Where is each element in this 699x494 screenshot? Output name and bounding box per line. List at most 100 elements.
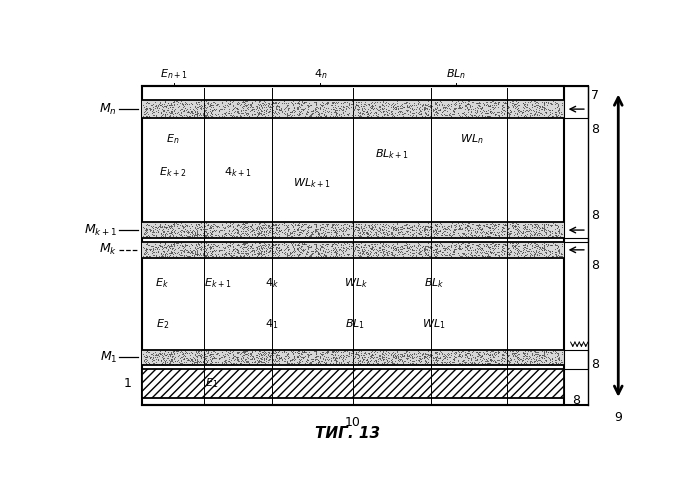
Point [435, 231, 446, 239]
Point [379, 99, 390, 107]
Point [527, 227, 538, 235]
Point [206, 247, 217, 255]
Point [454, 99, 465, 107]
Point [209, 106, 220, 114]
Point [259, 354, 270, 362]
Point [424, 233, 435, 241]
Point [478, 221, 489, 229]
Point [367, 243, 378, 251]
Point [350, 98, 361, 106]
Point [431, 249, 442, 257]
Point [210, 101, 222, 109]
Point [232, 228, 243, 236]
Point [263, 243, 274, 251]
Point [315, 101, 326, 109]
Point [509, 104, 520, 112]
Point [257, 250, 268, 258]
Point [255, 101, 266, 109]
Point [430, 107, 441, 115]
Point [403, 360, 414, 368]
Point [252, 251, 263, 259]
Point [322, 242, 333, 250]
Point [164, 232, 175, 240]
Point [445, 349, 456, 357]
Point [528, 347, 540, 355]
Point [269, 359, 280, 367]
Point [308, 109, 319, 117]
Point [305, 243, 317, 250]
Point [473, 348, 484, 356]
Point [419, 103, 431, 111]
Point [537, 351, 548, 359]
Point [335, 245, 346, 253]
Point [313, 229, 324, 237]
Point [240, 243, 252, 251]
Point [348, 354, 359, 362]
Point [524, 250, 535, 258]
Point [336, 348, 347, 356]
Point [157, 243, 168, 251]
Point [263, 101, 274, 109]
Point [506, 243, 517, 250]
Point [297, 221, 308, 229]
Point [348, 226, 359, 234]
Point [474, 102, 485, 110]
Point [294, 241, 305, 249]
Point [179, 100, 190, 108]
Point [462, 350, 473, 358]
Point [387, 223, 398, 231]
Point [216, 359, 227, 367]
Point [291, 353, 303, 361]
Point [284, 250, 296, 258]
Point [215, 246, 226, 254]
Point [438, 103, 449, 111]
Point [224, 100, 235, 108]
Point [338, 98, 350, 106]
Point [429, 113, 440, 121]
Point [387, 103, 398, 111]
Point [268, 356, 279, 364]
Point [145, 353, 156, 361]
Point [440, 225, 451, 233]
Point [437, 359, 448, 367]
Point [506, 222, 517, 230]
Point [243, 222, 254, 230]
Point [199, 103, 210, 111]
Point [284, 110, 296, 118]
Text: 1: 1 [124, 377, 132, 390]
Point [234, 101, 245, 109]
Point [536, 354, 547, 362]
Point [332, 357, 343, 365]
Point [386, 251, 397, 259]
Point [310, 99, 322, 107]
Point [261, 352, 272, 360]
Point [405, 248, 416, 256]
Point [329, 224, 340, 232]
Point [289, 221, 301, 229]
Point [152, 246, 163, 253]
Point [272, 358, 283, 366]
Point [190, 110, 201, 118]
Point [138, 112, 149, 120]
Point [389, 352, 400, 360]
Point [240, 358, 252, 366]
Point [233, 109, 245, 117]
Point [443, 224, 454, 232]
Point [201, 357, 212, 365]
Point [202, 252, 213, 260]
Point [253, 106, 264, 114]
Point [388, 223, 399, 231]
Point [189, 243, 201, 251]
Point [217, 246, 228, 253]
Point [219, 230, 230, 238]
Point [249, 354, 260, 362]
Point [219, 357, 230, 365]
Point [149, 245, 160, 253]
Point [317, 243, 328, 251]
Point [473, 240, 484, 248]
Point [534, 224, 545, 232]
Point [312, 225, 323, 233]
Point [510, 230, 521, 238]
Point [240, 351, 252, 359]
Point [219, 244, 230, 252]
